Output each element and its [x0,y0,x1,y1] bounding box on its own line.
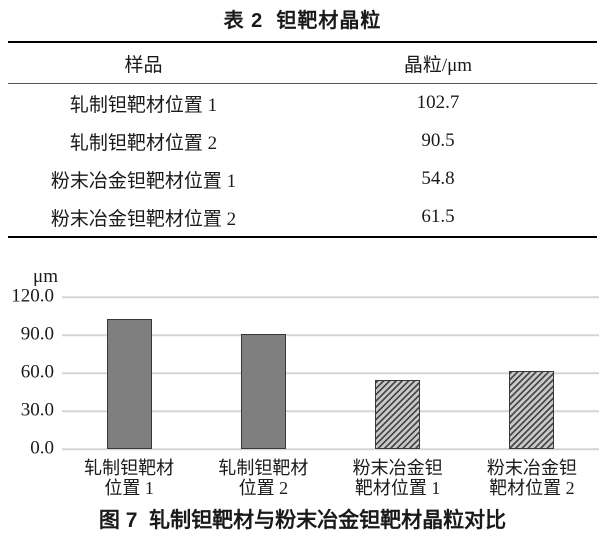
plot-area [62,296,599,450]
sample-name-cell: 轧制钽靶材位置 1 [69,94,218,116]
gridline [62,372,599,374]
gridline [62,410,599,412]
x-axis-category-labels: 轧制钽靶材 位置 1 轧制钽靶材 位置 2 粉末冶金钽 靶材位置 1 粉末冶金钽 靶材… [62,458,599,498]
x-category-label: 粉末冶金钽 靶材位置 2 [486,458,577,498]
gridline [62,448,599,450]
table-body: 轧制钽靶材位置 1 102.7 轧制钽靶材位置 2 90.5 粉末冶金钽靶材位置 1 54… [8,84,597,238]
y-tick-label: 120.0 [11,285,54,307]
y-tick-label: 30.0 [20,399,54,421]
bar-4 [509,371,555,449]
table-row: 轧制钽靶材位置 2 90.5 [8,122,597,160]
bar-3 [375,379,421,449]
x-category-label: 粉末冶金钽 靶材位置 1 [352,458,443,498]
gridline [62,296,599,298]
gridline [62,334,599,336]
y-tick-label: 90.0 [20,323,54,345]
table-row: 轧制钽靶材位置 1 102.7 [8,84,597,123]
column-header-grain: 晶粒/μm [278,42,597,84]
y-tick-label: 60.0 [20,361,54,383]
grain-bar-chart: μm 120.0 90.0 60.0 30.0 0.0 轧制钽靶材 位置 1 轧制钽靶材 … [0,262,605,502]
table-row: 粉末冶金钽靶材位置 2 61.5 [8,198,597,237]
y-axis-unit-label: μm [33,266,58,287]
sample-name-cell: 粉末冶金钽靶材位置 2 [50,208,237,230]
column-header-sample: 样品 [8,42,279,84]
sample-name-cell: 粉末冶金钽靶材位置 1 [50,170,237,192]
table-title: 表 2 钽靶材晶粒 [223,10,382,32]
grain-value-cell: 90.5 [421,130,455,151]
y-tick-label: 0.0 [30,437,54,459]
grain-size-table: 样品 晶粒/μm 轧制钽靶材位置 1 102.7 轧制钽靶材位置 2 90.5 粉末冶金… [8,41,597,238]
x-category-label: 轧制钽靶材 位置 1 [84,458,175,498]
page: 表 2 钽靶材晶粒 样品 晶粒/μm 轧制钽靶材位置 1 102.7 轧制钽靶材位置… [0,8,605,534]
table-row: 粉末冶金钽靶材位置 1 54.8 [8,160,597,198]
grain-value-cell: 102.7 [416,92,460,113]
y-axis-tick-labels: 120.0 90.0 60.0 30.0 0.0 [0,286,56,458]
sample-name-cell: 轧制钽靶材位置 2 [69,132,218,154]
figure-caption: 图 7 轧制钽靶材与粉末冶金钽靶材晶粒对比 [98,509,507,532]
bar-2 [240,334,286,449]
x-category-label: 轧制钽靶材 位置 2 [218,458,309,498]
grain-value-cell: 61.5 [421,206,455,227]
bar-1 [106,318,152,449]
table-header: 样品 晶粒/μm [8,42,597,84]
table-header-row: 样品 晶粒/μm [8,42,597,84]
grain-value-cell: 54.8 [421,168,455,189]
